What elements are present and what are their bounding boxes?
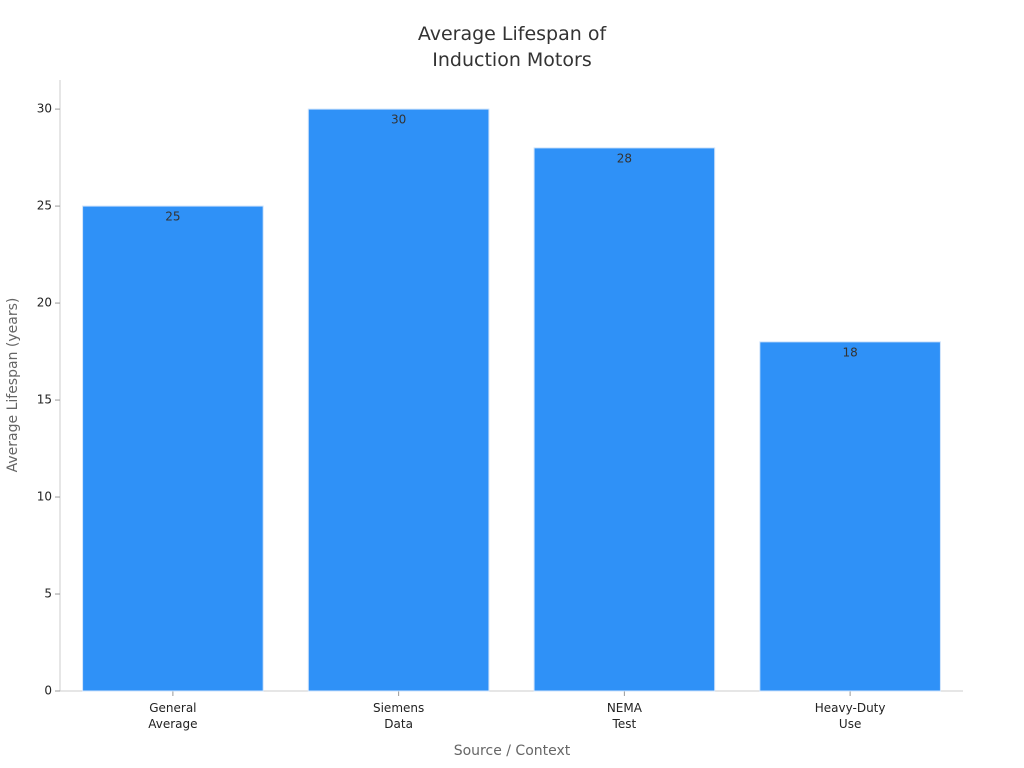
value-label: 25 bbox=[165, 210, 180, 224]
y-tick-label: 5 bbox=[44, 587, 52, 601]
x-tick-label: Heavy-Duty Use bbox=[815, 701, 886, 731]
y-tick-label: 10 bbox=[37, 490, 52, 504]
bar bbox=[759, 341, 941, 692]
value-label: 28 bbox=[617, 151, 632, 165]
bar bbox=[533, 147, 716, 692]
y-tick-label: 20 bbox=[37, 296, 52, 310]
x-axis-title: Source / Context bbox=[454, 743, 571, 759]
x-tick-label: General Average bbox=[148, 701, 197, 731]
y-tick-label: 0 bbox=[44, 684, 52, 698]
y-axis-title: Average Lifespan (years) bbox=[5, 298, 21, 473]
bar bbox=[307, 108, 490, 692]
value-label: 30 bbox=[391, 113, 406, 127]
x-tick-label: Siemens Data bbox=[373, 701, 424, 731]
y-tick-label: 25 bbox=[37, 199, 52, 213]
y-tick-label: 30 bbox=[37, 102, 52, 116]
y-tick-label: 15 bbox=[37, 393, 52, 407]
value-label: 18 bbox=[842, 345, 857, 359]
bar bbox=[82, 205, 264, 692]
chart-title: Average Lifespan of Induction Motors bbox=[418, 23, 608, 71]
x-tick-label: NEMA Test bbox=[607, 701, 643, 731]
